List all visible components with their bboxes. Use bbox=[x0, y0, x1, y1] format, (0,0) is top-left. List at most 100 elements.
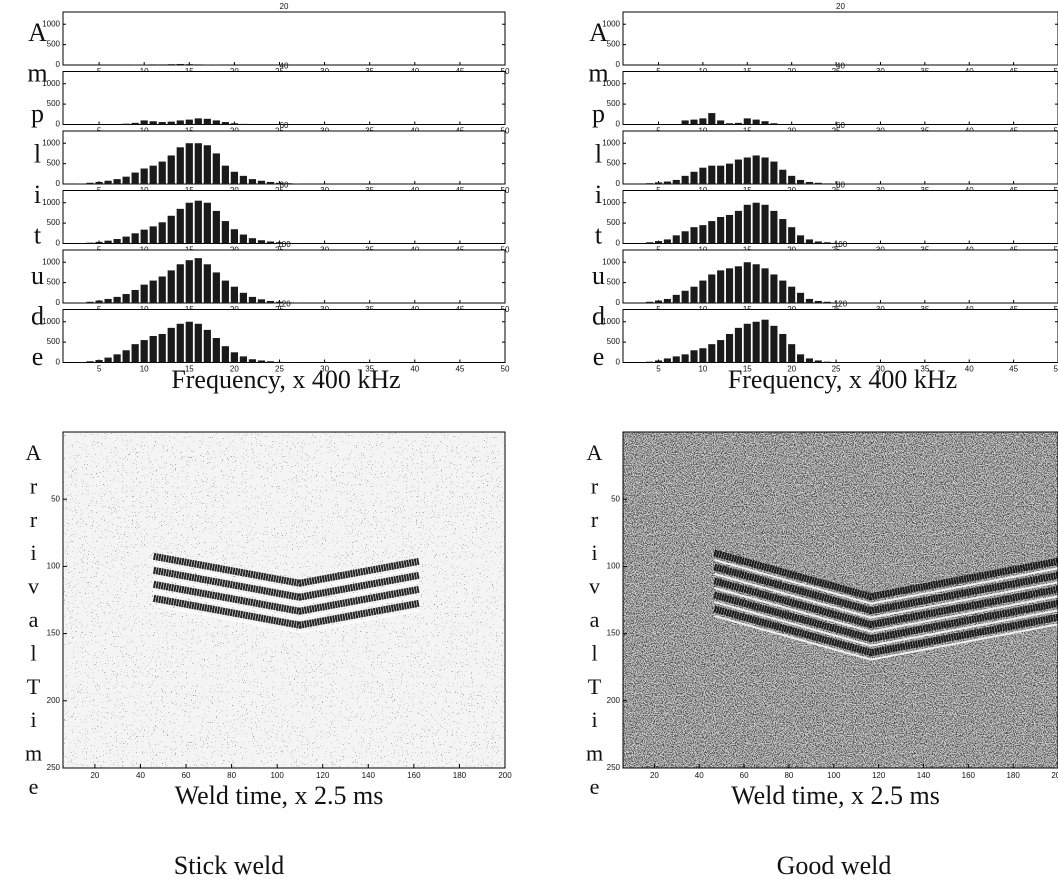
bar bbox=[823, 183, 831, 184]
y-tick-label: 1000 bbox=[42, 257, 60, 266]
y-tick-label: 500 bbox=[47, 40, 61, 49]
bar bbox=[131, 289, 139, 303]
bar bbox=[761, 157, 769, 184]
y-tick-label: 0 bbox=[616, 179, 621, 188]
bar bbox=[230, 171, 238, 184]
bar bbox=[663, 239, 671, 244]
echo-band bbox=[152, 580, 420, 615]
x-tick-label: 5 bbox=[97, 365, 102, 374]
bar bbox=[752, 119, 760, 125]
panel-title: 20 bbox=[280, 2, 289, 11]
bar bbox=[158, 64, 166, 65]
bar bbox=[717, 120, 725, 125]
y-tick-label: 150 bbox=[47, 629, 61, 638]
bar bbox=[176, 208, 184, 244]
bar bbox=[185, 119, 193, 125]
bar bbox=[717, 270, 725, 303]
axes-frame bbox=[622, 11, 1058, 66]
bar bbox=[805, 239, 813, 244]
bar bbox=[734, 159, 742, 184]
y-axis-label: ArrivalTime bbox=[582, 440, 607, 808]
bar bbox=[194, 200, 202, 244]
bar bbox=[122, 236, 130, 244]
y-tick-label: 500 bbox=[607, 40, 621, 49]
bar bbox=[752, 321, 760, 363]
bar bbox=[131, 122, 139, 125]
bar bbox=[104, 180, 112, 184]
x-axis-label: Weld time, x 2.5 ms bbox=[175, 781, 384, 810]
bar bbox=[95, 181, 103, 184]
bar bbox=[681, 354, 689, 363]
bar bbox=[113, 239, 121, 244]
y-tick-label: 0 bbox=[56, 239, 61, 248]
bar bbox=[212, 153, 220, 184]
axes-frame bbox=[62, 431, 506, 769]
bar bbox=[86, 182, 94, 184]
bar bbox=[239, 175, 248, 184]
axes-frame bbox=[62, 190, 506, 244]
bar bbox=[734, 122, 742, 125]
bar bbox=[140, 340, 148, 363]
bar bbox=[690, 350, 698, 363]
x-tick-label: 120 bbox=[316, 771, 330, 780]
y-tick-label: 500 bbox=[47, 159, 61, 168]
echo-band bbox=[152, 552, 420, 587]
bar bbox=[86, 242, 94, 244]
bar bbox=[149, 280, 157, 303]
bar bbox=[149, 121, 157, 125]
bar bbox=[176, 147, 184, 184]
bar bbox=[761, 204, 769, 244]
bar bbox=[167, 327, 175, 363]
x-tick-label: 15 bbox=[743, 365, 752, 374]
y-tick-label: 500 bbox=[607, 218, 621, 227]
echo-band bbox=[713, 563, 1058, 615]
y-tick-label: 500 bbox=[607, 159, 621, 168]
y-tick-label: 1000 bbox=[42, 198, 60, 207]
x-tick-label: 30 bbox=[320, 365, 329, 374]
x-tick-label: 60 bbox=[740, 771, 749, 780]
bar bbox=[266, 361, 275, 363]
y-tick-label: 200 bbox=[607, 696, 621, 705]
y-axis-label: ArrivalTime bbox=[21, 440, 46, 808]
bar bbox=[646, 242, 654, 244]
bar bbox=[86, 301, 94, 303]
bar bbox=[832, 302, 840, 303]
x-tick-label: 10 bbox=[698, 365, 707, 374]
y-tick-label: 1000 bbox=[602, 257, 620, 266]
bar bbox=[752, 155, 760, 184]
bar bbox=[284, 242, 293, 244]
bar bbox=[823, 301, 831, 303]
bar bbox=[257, 180, 266, 184]
y-tick-label: 500 bbox=[607, 337, 621, 346]
bar bbox=[805, 358, 813, 363]
bar bbox=[770, 123, 778, 125]
y-tick-label: 1000 bbox=[602, 138, 620, 147]
image-area bbox=[63, 432, 505, 768]
bar bbox=[158, 161, 166, 184]
echo-gap bbox=[714, 572, 1058, 619]
bar bbox=[113, 179, 121, 184]
x-tick-label: 45 bbox=[1009, 365, 1018, 374]
bar bbox=[761, 319, 769, 363]
bar bbox=[717, 217, 725, 244]
axes-frame bbox=[622, 71, 1058, 125]
bar bbox=[176, 63, 184, 65]
x-tick-label: 35 bbox=[365, 365, 374, 374]
x-tick-label: 20 bbox=[650, 771, 659, 780]
x-tick-label: 180 bbox=[453, 771, 467, 780]
x-tick-label: 15 bbox=[185, 365, 194, 374]
bar bbox=[158, 122, 166, 125]
axes-frame bbox=[62, 130, 506, 185]
y-tick-label: 0 bbox=[56, 358, 61, 367]
bar bbox=[797, 179, 805, 184]
bar bbox=[248, 179, 257, 184]
y-tick-label: 500 bbox=[47, 99, 61, 108]
bar bbox=[275, 182, 284, 184]
axes-frame bbox=[62, 11, 506, 66]
bar bbox=[203, 329, 211, 363]
bar bbox=[743, 323, 751, 363]
bar bbox=[663, 358, 671, 363]
bar bbox=[699, 280, 707, 303]
bar bbox=[646, 183, 654, 184]
bar bbox=[194, 323, 202, 363]
